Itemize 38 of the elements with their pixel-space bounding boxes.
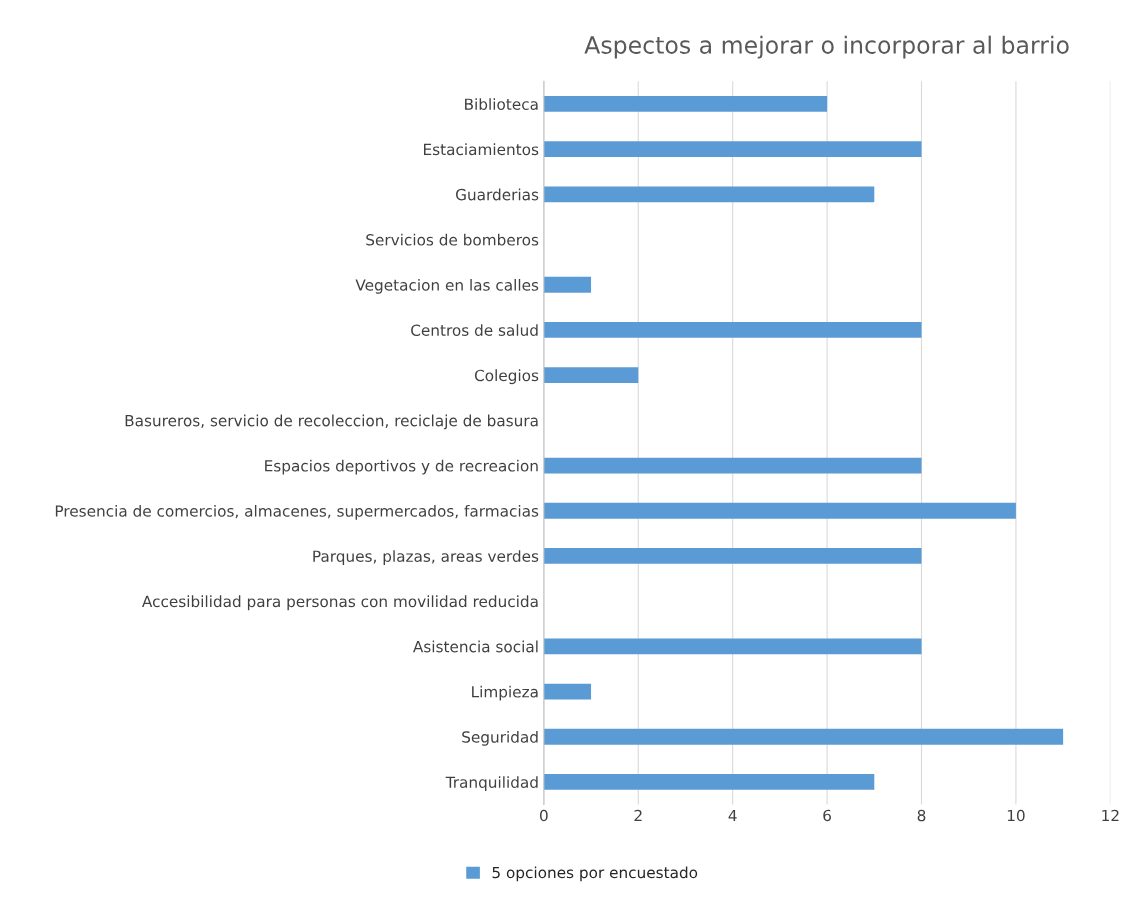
y-tick-label: Asistencia social (412, 640, 538, 653)
x-tick-label: 6 (823, 809, 831, 822)
y-tick-label: Accesibilidad para personas con movilidad reducida (142, 595, 538, 611)
y-tick-label: Parques, plazas, areas verdes (313, 550, 539, 565)
bar (543, 457, 922, 474)
bar (543, 683, 592, 700)
x-tick-label: 8 (917, 809, 926, 822)
bar (543, 322, 922, 338)
y-tick-label: Basureros, servicio de recoleccion, reciclaje de basura (125, 414, 538, 430)
x-tick-label: 10 (1007, 809, 1025, 822)
bar (543, 728, 1064, 745)
bar (543, 548, 922, 564)
bar (543, 186, 875, 203)
bar (543, 502, 1016, 519)
x-tick-label: 0 (539, 809, 548, 822)
y-tick-label: Espacios deportivos y de recreacion (265, 459, 538, 475)
x-tick-label: 4 (728, 809, 737, 822)
y-tick-label: Tranquilidad (445, 776, 538, 791)
y-tick-label: Servicios de bomberos (366, 233, 539, 246)
bar (543, 141, 922, 158)
legend-label: 5 opciones por encuestado (492, 866, 698, 882)
bar (543, 367, 639, 384)
y-tick-label: Colegios (474, 369, 539, 385)
x-tick-label: 2 (634, 809, 642, 822)
y-tick-label: Seguridad (462, 730, 538, 746)
chart-title: Aspectos a mejorar o incorporar al barrio (584, 35, 1069, 59)
y-tick-label: Guarderias (455, 188, 539, 201)
x-tick-label: 12 (1102, 809, 1119, 822)
y-tick-label: Presencia de comercios, almacenes, supermercados, farmacias (55, 504, 539, 520)
bar (543, 96, 828, 112)
bar (543, 276, 592, 293)
bar (543, 638, 922, 655)
y-tick-label: Estaciamientos (424, 143, 539, 156)
y-tick-label: Limpieza (472, 685, 538, 701)
y-tick-label: Biblioteca (465, 98, 538, 110)
bar (543, 774, 875, 790)
y-tick-label: Centros de salud (411, 324, 538, 336)
y-tick-label: Vegetacion en las calles (355, 278, 539, 294)
